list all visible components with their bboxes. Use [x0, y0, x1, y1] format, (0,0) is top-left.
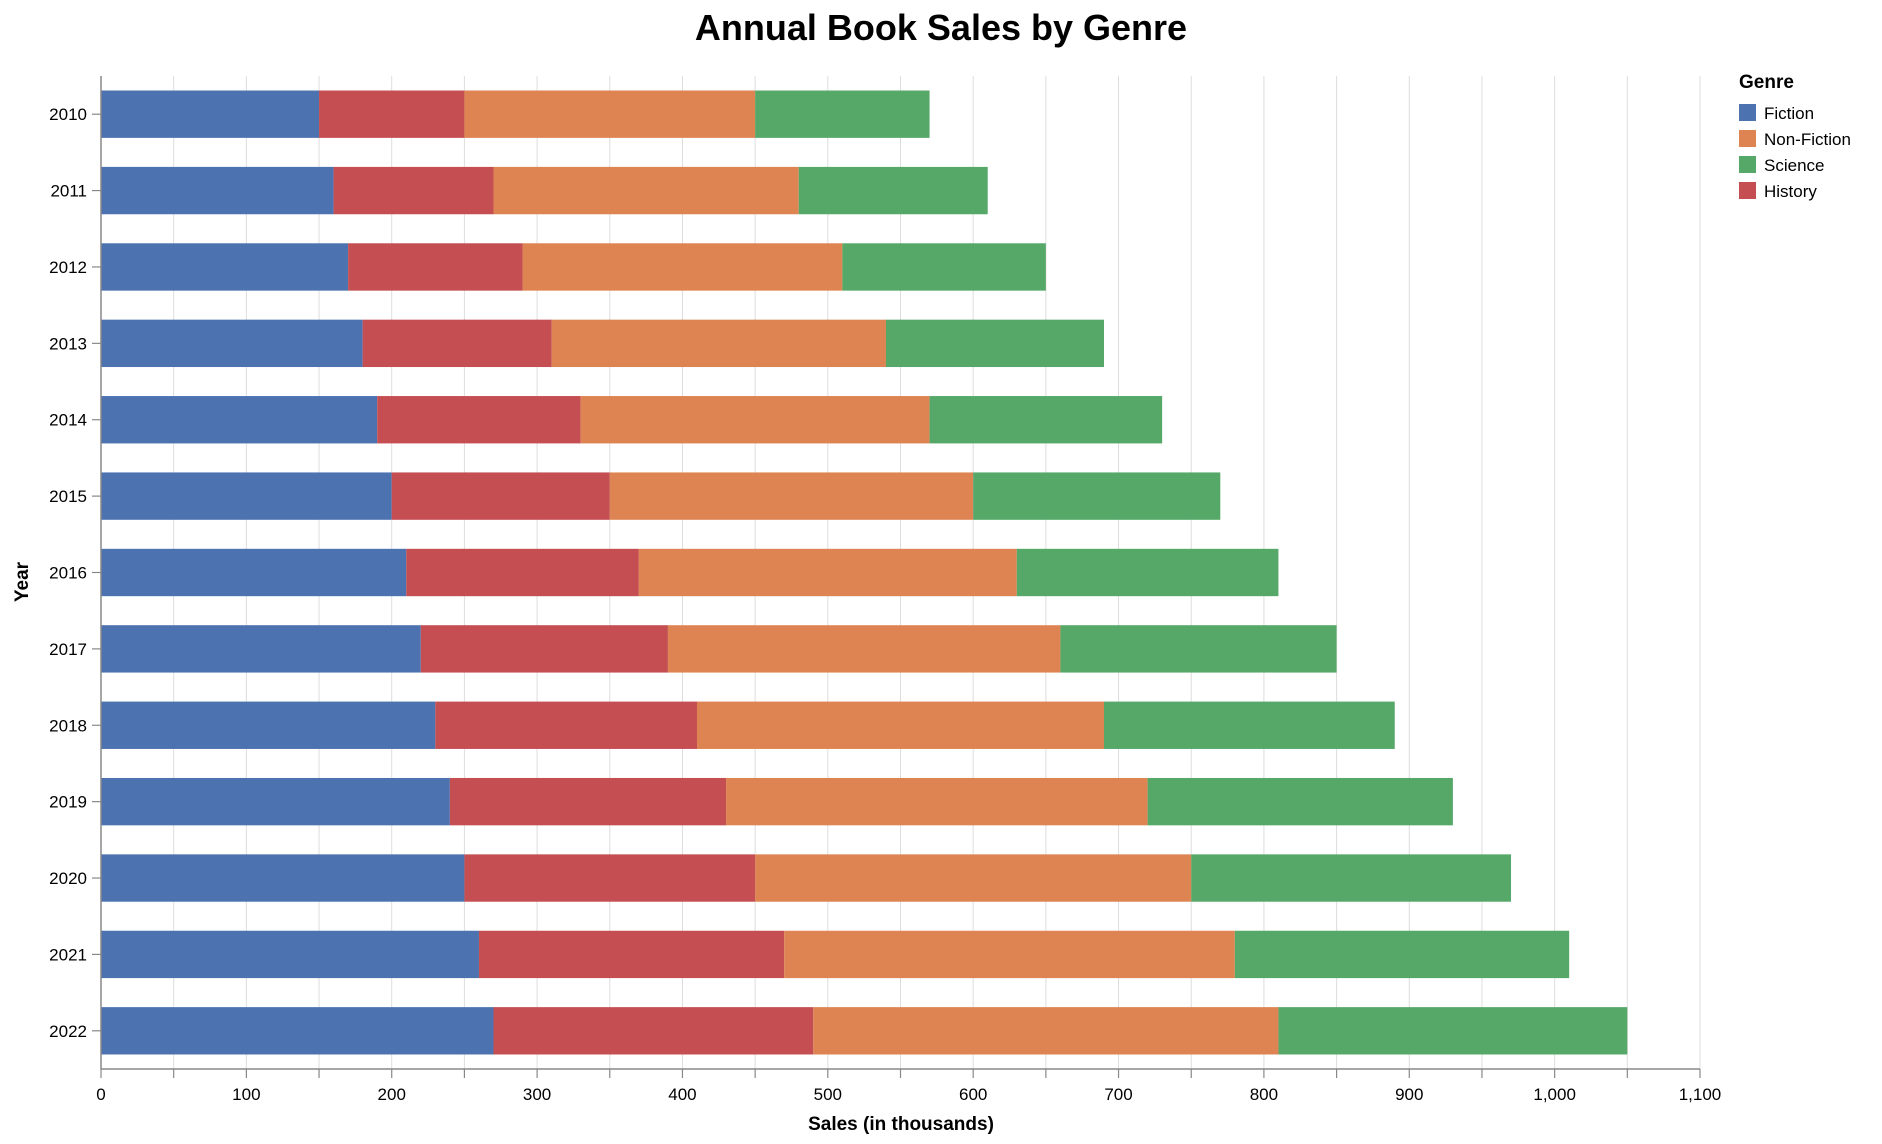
bar-non-fiction-2019 [726, 777, 1148, 826]
bar-non-fiction-2021 [784, 930, 1235, 979]
bar-history-2012 [348, 243, 523, 291]
x-tick-label: 900 [1395, 1085, 1423, 1104]
bar-science-2012 [842, 243, 1046, 291]
bar-science-2010 [755, 90, 930, 138]
bar-fiction-2019 [101, 777, 450, 826]
x-tick-label: 500 [814, 1085, 842, 1104]
x-tick-label: 400 [668, 1085, 696, 1104]
bar-history-2016 [406, 548, 639, 597]
bar-science-2011 [798, 166, 988, 215]
x-tick-label: 0 [96, 1085, 105, 1104]
bar-fiction-2016 [101, 548, 407, 597]
bar-non-fiction-2018 [696, 701, 1105, 749]
bar-science-2019 [1147, 777, 1453, 826]
bar-fiction-2022 [101, 1007, 494, 1055]
y-tick-label: 2014 [49, 411, 87, 430]
bar-history-2018 [435, 701, 697, 749]
legend-swatch-fiction [1739, 104, 1756, 121]
bar-fiction-2014 [101, 396, 378, 444]
bar-history-2019 [449, 777, 727, 826]
axes: 0 100 200 300 400 500 600 700 800 900 1,000 1,100 20… [49, 76, 1721, 1104]
bar-science-2018 [1104, 701, 1395, 749]
bar-non-fiction-2016 [638, 548, 1017, 597]
y-tick-label: 2018 [49, 716, 87, 735]
bars [101, 90, 1628, 1055]
legend-label: Non-Fiction [1764, 130, 1851, 149]
legend-label: History [1764, 182, 1817, 201]
legend-swatch-history [1739, 182, 1756, 199]
x-tick-label: 100 [232, 1085, 260, 1104]
bar-non-fiction-2010 [464, 90, 756, 138]
bar-history-2010 [319, 90, 465, 138]
bar-history-2022 [493, 1007, 814, 1055]
x-tick-label: 700 [1104, 1085, 1132, 1104]
bar-fiction-2013 [101, 319, 363, 368]
bar-science-2015 [973, 472, 1221, 520]
bar-history-2020 [464, 854, 756, 902]
bar-fiction-2017 [101, 625, 421, 673]
bar-history-2014 [377, 396, 581, 444]
bar-non-fiction-2013 [551, 319, 886, 368]
x-tick-label: 1,000 [1533, 1085, 1576, 1104]
bar-fiction-2010 [101, 90, 320, 138]
x-axis-title: Sales (in thousands) [808, 1114, 994, 1135]
bar-history-2017 [420, 625, 668, 673]
bar-non-fiction-2015 [609, 472, 974, 520]
bar-science-2022 [1278, 1007, 1628, 1055]
y-tick-label: 2019 [49, 793, 87, 812]
bar-fiction-2021 [101, 930, 479, 979]
y-tick-label: 2020 [49, 869, 87, 888]
y-tick-label: 2013 [49, 334, 87, 353]
bar-science-2017 [1060, 625, 1337, 673]
bar-non-fiction-2012 [522, 243, 843, 291]
x-tick-label: 600 [959, 1085, 987, 1104]
bar-non-fiction-2014 [580, 396, 930, 444]
y-tick-label: 2015 [49, 487, 87, 506]
bar-fiction-2012 [101, 243, 349, 291]
x-tick-label: 1,100 [1679, 1085, 1722, 1104]
bar-fiction-2018 [101, 701, 436, 749]
legend-swatch-non-fiction [1739, 130, 1756, 147]
x-tick-label: 800 [1250, 1085, 1278, 1104]
y-tick-label: 2016 [49, 564, 87, 583]
bar-non-fiction-2011 [493, 166, 799, 215]
legend-label: Science [1764, 156, 1824, 175]
bar-history-2021 [478, 930, 785, 979]
legend-label: Fiction [1764, 104, 1814, 123]
bar-non-fiction-2017 [667, 625, 1061, 673]
legend: Genre Fiction Non-Fiction Science History [1739, 72, 1851, 201]
bar-science-2016 [1016, 548, 1279, 597]
y-tick-label: 2012 [49, 258, 87, 277]
bar-science-2013 [885, 319, 1105, 368]
y-tick-label: 2021 [49, 945, 87, 964]
bar-fiction-2015 [101, 472, 392, 520]
legend-swatch-science [1739, 156, 1756, 173]
bar-fiction-2020 [101, 854, 465, 902]
bar-science-2020 [1191, 854, 1512, 902]
legend-title: Genre [1739, 72, 1794, 93]
y-tick-label: 2011 [50, 182, 87, 201]
y-tick-label: 2017 [49, 640, 87, 659]
bar-history-2013 [362, 319, 552, 368]
y-tick-label: 2022 [49, 1022, 87, 1041]
bar-history-2015 [391, 472, 610, 520]
bar-science-2021 [1234, 930, 1570, 979]
y-axis-title: Year [12, 561, 33, 602]
x-tick-label: 200 [378, 1085, 406, 1104]
bar-history-2011 [333, 166, 494, 215]
bar-fiction-2011 [101, 166, 334, 215]
y-tick-label: 2010 [49, 105, 87, 124]
x-tick-label: 300 [523, 1085, 551, 1104]
bar-science-2014 [929, 396, 1163, 444]
bar-non-fiction-2020 [755, 854, 1192, 902]
bar-non-fiction-2022 [813, 1007, 1279, 1055]
chart-title: Annual Book Sales by Genre [695, 7, 1187, 48]
